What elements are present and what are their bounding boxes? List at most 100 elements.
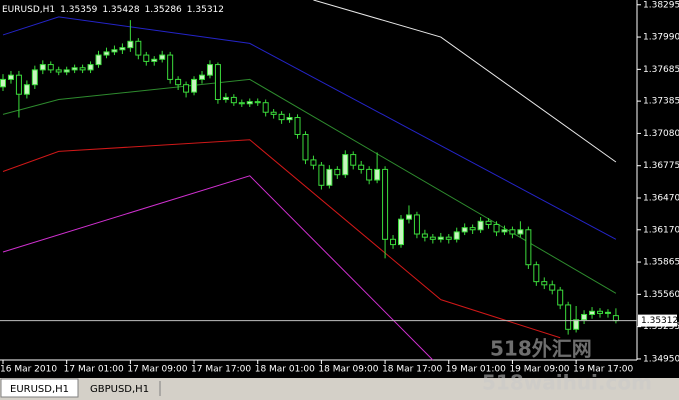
- candle-body: [63, 69, 70, 73]
- candle-body: [71, 67, 78, 71]
- candle-body: [525, 229, 532, 266]
- candle-body: [334, 168, 341, 176]
- candle-body: [477, 220, 484, 231]
- candle-body: [461, 227, 468, 233]
- indicator-line: [313, 0, 617, 163]
- candle-body: [612, 315, 619, 322]
- candle-body: [222, 96, 229, 101]
- candle-body: [533, 264, 540, 283]
- candle-body: [230, 96, 237, 104]
- candle-body: [0, 78, 6, 88]
- candle-body: [581, 313, 588, 321]
- tab-active[interactable]: [0, 378, 79, 398]
- candle-body: [199, 74, 205, 80]
- candle-body: [87, 64, 94, 71]
- x-tick-label: 18 Mar 01:00: [255, 365, 315, 375]
- candle-body: [246, 101, 253, 105]
- candle-body: [509, 229, 516, 235]
- watermark: 518外汇网: [490, 337, 592, 361]
- candle-body: [270, 111, 277, 115]
- candle-body: [604, 311, 611, 314]
- candle-body: [214, 64, 221, 101]
- candle-body: [398, 218, 404, 246]
- y-tick-label: 1.35255: [643, 322, 679, 332]
- y-tick-label: 1.37685: [643, 65, 679, 75]
- candle-body: [485, 220, 492, 225]
- indicator-line: [2, 175, 434, 361]
- candle-body: [294, 117, 301, 135]
- candle-body: [119, 47, 126, 51]
- candle-body: [501, 229, 508, 233]
- candle-body: [175, 78, 182, 86]
- candle-body: [111, 49, 118, 53]
- candle-body: [382, 168, 389, 240]
- candle-body: [405, 214, 412, 220]
- candle-body: [23, 84, 30, 95]
- candle-body: [79, 67, 86, 71]
- last-open: 1.35359: [60, 5, 97, 15]
- candle-body: [254, 101, 261, 104]
- chart-header: EURUSD,H1 1.35359 1.35428 1.35286 1.35312: [2, 5, 224, 15]
- x-tick-label: 17 Mar 09:00: [127, 365, 187, 375]
- indicator-line: [2, 16, 617, 240]
- x-tick-label: 18 Mar 17:00: [382, 365, 442, 375]
- y-tick-label: 1.34950: [643, 354, 679, 364]
- candle-body: [469, 227, 476, 231]
- y-tick-label: 1.37385: [643, 97, 679, 107]
- x-tick-label: 17 Mar 17:00: [191, 365, 251, 375]
- indicator-line: [2, 78, 617, 294]
- price-label: 1.35312: [641, 316, 678, 326]
- candle-body: [183, 84, 190, 93]
- candle-body: [445, 236, 452, 240]
- price-label-box: [638, 314, 677, 327]
- x-tick-label: 18 Mar 09:00: [318, 365, 378, 375]
- candle-body: [262, 102, 269, 113]
- candle-body: [151, 58, 158, 62]
- candle-body: [413, 214, 420, 235]
- candle-body: [589, 310, 596, 315]
- chart-title: EURUSD,H1: [2, 5, 55, 15]
- candle-body: [278, 113, 285, 121]
- y-tick-label: 1.36470: [643, 194, 679, 204]
- indicator-line: [2, 139, 561, 339]
- candle-body: [47, 64, 54, 71]
- y-tick-label: 1.35560: [643, 290, 679, 300]
- y-tick-label: 1.38295: [643, 0, 679, 10]
- candle-body: [366, 168, 373, 181]
- candle-body: [342, 154, 349, 176]
- candle-body: [286, 117, 293, 121]
- candle-body: [159, 54, 166, 60]
- y-tick-label: 1.37990: [643, 33, 679, 43]
- candle-body: [565, 304, 572, 330]
- candle-body: [549, 284, 556, 291]
- candle-body: [517, 229, 524, 235]
- y-tick-label: 1.37080: [643, 129, 679, 139]
- watermark: 518waihui.com: [482, 371, 652, 395]
- candle-body: [541, 281, 548, 286]
- candle-body: [318, 164, 325, 186]
- candle-body: [429, 236, 436, 240]
- candle-body: [437, 236, 444, 240]
- candle-body: [390, 238, 397, 246]
- last-high: 1.35428: [102, 5, 139, 15]
- x-tick-label: 16 Mar 2010: [0, 365, 57, 375]
- y-tick-label: 1.36170: [643, 225, 679, 235]
- candle-body: [15, 74, 22, 95]
- candle-body: [39, 64, 46, 71]
- candle-body: [7, 74, 14, 80]
- candle-body: [597, 310, 603, 314]
- x-tick-label: 19 Mar 01:00: [446, 365, 506, 375]
- candle-body: [135, 40, 142, 56]
- candle-body: [191, 78, 198, 93]
- last-close: 1.35312: [187, 5, 224, 15]
- candle-body: [127, 40, 134, 49]
- candle-body: [453, 231, 460, 240]
- tab[interactable]: EURUSD,H1: [10, 384, 69, 395]
- last-low: 1.35286: [145, 5, 182, 15]
- tab[interactable]: GBPUSD,H1: [90, 384, 149, 395]
- candle-body: [143, 54, 150, 62]
- candle-body: [493, 223, 500, 233]
- candle-body: [167, 54, 174, 80]
- y-tick-label: 1.36775: [643, 161, 679, 171]
